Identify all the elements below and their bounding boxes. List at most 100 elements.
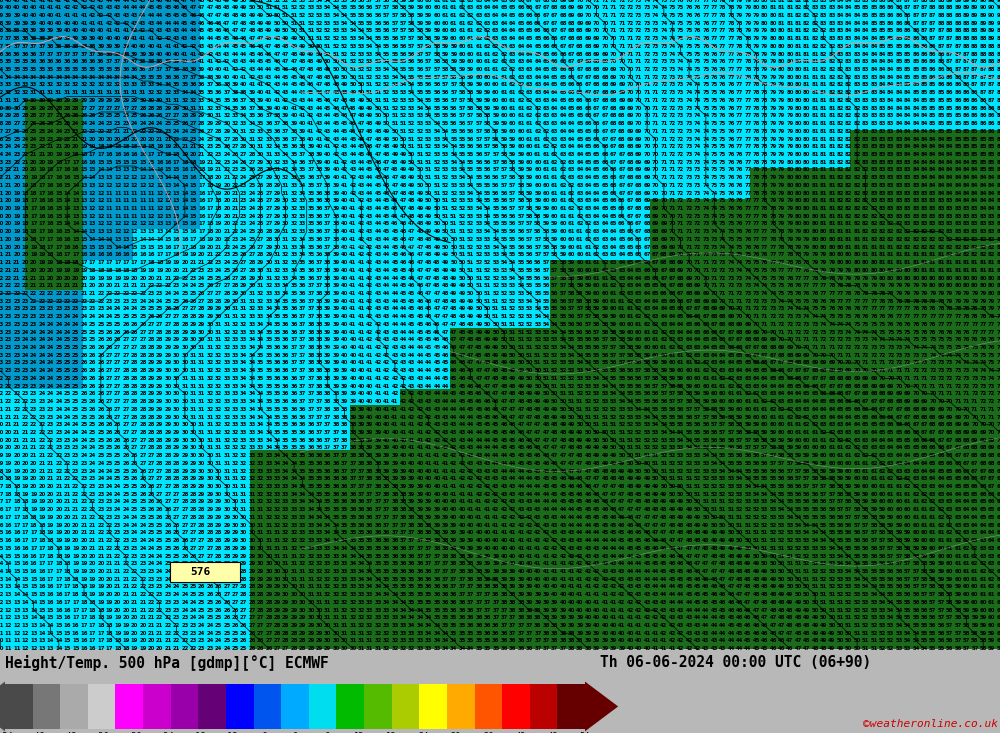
Text: 34: 34 (333, 538, 340, 543)
Text: 26: 26 (198, 129, 205, 134)
Text: 16: 16 (181, 237, 189, 242)
Text: 44: 44 (492, 446, 499, 450)
Text: 66: 66 (853, 407, 861, 412)
Text: 66: 66 (786, 376, 794, 381)
Text: 40: 40 (106, 36, 113, 41)
Text: 58: 58 (509, 175, 516, 180)
Text: 23: 23 (22, 322, 29, 327)
Text: 45: 45 (391, 245, 399, 250)
Text: 21: 21 (80, 136, 88, 141)
Text: 78: 78 (761, 144, 768, 150)
Text: 58: 58 (837, 492, 844, 497)
Text: 80: 80 (786, 167, 794, 172)
Text: 21: 21 (30, 446, 37, 450)
Text: 67: 67 (937, 430, 945, 435)
Text: 55: 55 (778, 492, 785, 497)
Text: 57: 57 (417, 44, 424, 49)
Text: 77: 77 (803, 276, 810, 281)
Text: 85: 85 (879, 36, 886, 41)
Text: 32: 32 (316, 577, 323, 582)
Text: 28: 28 (156, 106, 163, 111)
Text: 84: 84 (828, 0, 836, 2)
Bar (502, 684, 530, 729)
Text: 74: 74 (963, 361, 970, 366)
Text: 65: 65 (870, 422, 878, 427)
Text: 51: 51 (862, 647, 869, 651)
Text: 83: 83 (845, 36, 852, 41)
Text: 45: 45 (206, 29, 214, 34)
Text: 20: 20 (181, 260, 188, 265)
Text: 84: 84 (971, 191, 978, 196)
Text: 24: 24 (97, 468, 104, 474)
Text: 80: 80 (786, 98, 794, 103)
Text: 36: 36 (316, 206, 323, 211)
Text: 52: 52 (349, 51, 357, 56)
Text: 54: 54 (795, 523, 802, 528)
Text: 54: 54 (375, 44, 382, 49)
Text: 24: 24 (30, 345, 37, 350)
Text: 23: 23 (156, 584, 163, 589)
Text: 41: 41 (559, 569, 567, 574)
Text: 20: 20 (206, 245, 214, 250)
Text: 38: 38 (316, 291, 323, 296)
Text: 36: 36 (467, 608, 474, 613)
Text: 25: 25 (139, 499, 146, 504)
Text: 69: 69 (996, 453, 1000, 458)
Text: 34: 34 (333, 546, 340, 550)
Text: 70: 70 (904, 383, 911, 388)
Text: 58: 58 (727, 422, 735, 427)
Text: 56: 56 (576, 330, 584, 334)
Text: 71: 71 (946, 391, 953, 397)
Text: 37: 37 (358, 476, 365, 482)
Text: 80: 80 (795, 191, 802, 196)
Text: 71: 71 (862, 361, 869, 366)
Text: 20: 20 (72, 144, 79, 150)
Text: 51: 51 (786, 553, 794, 559)
Text: 81: 81 (820, 160, 827, 165)
Text: 69: 69 (652, 214, 659, 218)
Text: 57: 57 (719, 422, 726, 427)
Text: 20: 20 (223, 221, 231, 226)
Text: 76: 76 (887, 322, 894, 327)
Text: 72: 72 (795, 330, 802, 334)
Text: 46: 46 (467, 368, 474, 373)
Text: 48: 48 (433, 260, 441, 265)
Text: 45: 45 (290, 82, 298, 87)
Text: 47: 47 (492, 383, 499, 388)
Text: 30: 30 (282, 199, 289, 203)
Text: 45: 45 (442, 376, 449, 381)
Text: 40: 40 (139, 44, 146, 49)
Text: 42: 42 (349, 183, 357, 188)
Text: 25: 25 (64, 345, 71, 350)
Text: 29: 29 (156, 353, 163, 358)
Text: 68: 68 (584, 44, 592, 49)
Text: 60: 60 (904, 515, 911, 520)
Text: 52: 52 (618, 422, 625, 427)
Text: 63: 63 (543, 98, 550, 103)
Text: 27: 27 (22, 121, 29, 126)
Text: 62: 62 (937, 523, 945, 528)
Text: 34: 34 (307, 515, 315, 520)
Text: 12: 12 (22, 638, 29, 644)
Text: 83: 83 (887, 152, 894, 157)
Text: 32: 32 (299, 538, 306, 543)
Text: 82: 82 (996, 252, 1000, 257)
Text: 60: 60 (845, 468, 852, 474)
Text: 46: 46 (501, 422, 508, 427)
Text: 57: 57 (492, 167, 499, 172)
Text: 27: 27 (282, 647, 289, 651)
Text: 75: 75 (694, 44, 701, 49)
Text: 60: 60 (593, 283, 600, 288)
Text: 42: 42 (425, 430, 432, 435)
Text: 60: 60 (526, 144, 533, 150)
Text: 55: 55 (459, 144, 466, 150)
Text: 64: 64 (559, 121, 567, 126)
Text: 31: 31 (131, 90, 138, 95)
Text: 85: 85 (887, 44, 894, 49)
Text: 34: 34 (13, 75, 20, 80)
Text: 57: 57 (912, 584, 920, 589)
Text: 66: 66 (568, 67, 575, 72)
Text: 20: 20 (89, 561, 96, 567)
Text: 12: 12 (0, 592, 4, 597)
Text: 21: 21 (80, 531, 88, 535)
